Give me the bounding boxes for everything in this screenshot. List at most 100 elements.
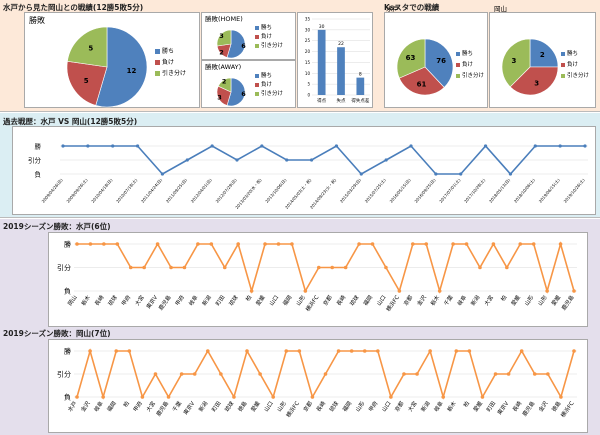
x-tick-label: 大宮: [482, 293, 495, 307]
data-point: [531, 242, 536, 246]
data-point: [464, 242, 469, 246]
data-point: [271, 395, 275, 399]
data-point: [505, 265, 509, 270]
x-tick-label: 2019/06/15(土): [537, 176, 561, 203]
y-tick-label: 引分: [57, 370, 71, 379]
data-point: [323, 372, 328, 376]
data-point: [209, 242, 214, 246]
data-point: [114, 349, 119, 353]
data-point: [179, 372, 184, 376]
x-tick-label: 鹿児島: [157, 293, 173, 312]
pie-slice-2: [398, 66, 445, 96]
top-section-title: 水戸から見た岡山との戦績(12勝5敗5分): [3, 3, 144, 12]
data-point: [290, 242, 294, 246]
x-tick-label: 2017/10/28(土): [462, 176, 486, 203]
x-tick-label: 琉球: [348, 293, 361, 307]
x-tick-label: 柏: [244, 294, 254, 303]
data-point: [478, 265, 482, 270]
x-tick-label: 山形: [294, 293, 307, 307]
x-tick-label: 2011/09/25(日): [165, 177, 189, 204]
x-tick-label: 琉球: [227, 293, 240, 307]
x-tick-label: 岐阜: [92, 399, 105, 413]
x-tick-label: 山口: [262, 400, 275, 414]
data-point: [362, 349, 367, 353]
x-tick-label: 鹿児島: [154, 399, 170, 418]
data-point: [532, 372, 537, 376]
data-point: [454, 349, 459, 353]
data-point: [493, 372, 498, 376]
pie-slice-3: [501, 38, 531, 88]
x-tick-label: 長崎: [93, 293, 106, 307]
pie-data-label: 2: [219, 49, 224, 57]
pie-data-label: 76: [436, 57, 446, 65]
y-tick-label: 0: [307, 93, 310, 98]
data-point: [437, 289, 442, 293]
y-tick-label: 25: [305, 38, 311, 43]
ks-okayama-pie-chart: 岡山 2 3 3 勝ち 負け 引き分け: [489, 4, 596, 108]
data-point: [424, 242, 429, 246]
x-tick-label: 2014/09/23(火・祝): [308, 176, 337, 209]
data-point: [357, 242, 361, 246]
data-point: [160, 172, 165, 176]
x-tick-label: 岐阜: [187, 293, 200, 307]
x-tick-label: 2010/07/18(土): [114, 176, 138, 203]
data-point: [140, 395, 145, 399]
data-point: [115, 242, 120, 246]
data-point: [245, 349, 249, 353]
x-tick-label: 2013/10/06(日): [264, 177, 288, 204]
x-tick-label: 2011/04/24(日): [140, 177, 164, 204]
data-point: [263, 242, 267, 246]
x-tick-label: 福岡: [105, 399, 118, 413]
x-tick-label: 2014/05/03(土・祝): [283, 176, 312, 209]
okayama-season-line-chart: 負引分勝水戸 金沢 岐阜 福岡柏甲府 大宮 鹿児島 千葉 東京V 新潟 町田 琉球 徳島 愛媛 山口 山形横…: [48, 339, 588, 433]
x-tick-label: 金沢: [415, 293, 428, 307]
data-point: [88, 349, 92, 353]
x-tick-label: 横浜FC: [284, 399, 301, 418]
x-tick-label: 大宮: [133, 293, 146, 307]
x-tick-label: 得点: [317, 97, 326, 104]
x-tick-label: 千葉: [442, 293, 455, 307]
x-tick-label: 長崎: [314, 399, 327, 413]
x-tick-label: 横浜FC: [304, 293, 321, 312]
data-point: [480, 395, 485, 399]
x-tick-label: 2016/05/15(日): [389, 177, 413, 204]
x-tick-label: 2019/10/26(土): [562, 176, 586, 203]
x-tick-label: 東京V: [495, 399, 510, 416]
data-point: [343, 265, 348, 270]
pie-title: 勝敗(HOME): [205, 14, 243, 23]
x-tick-label: 鹿児島: [520, 399, 536, 418]
x-tick-label: 山口: [267, 294, 280, 308]
legend-label: 引き分け: [261, 89, 284, 97]
data-point: [236, 242, 240, 246]
history-title: 過去戦歴：水戸 VS 岡山(12勝5敗5分): [3, 117, 138, 126]
data-point: [518, 242, 523, 246]
pie-data-label: 3: [217, 94, 222, 102]
pie-slice-1: [529, 38, 559, 68]
data-point: [88, 242, 93, 246]
data-point: [491, 242, 496, 246]
data-point: [559, 395, 563, 399]
x-tick-label: 新潟: [197, 399, 210, 413]
data-point: [128, 265, 133, 270]
x-tick-label: 新潟: [419, 399, 432, 413]
x-tick-label: 2015/03/29(日): [339, 177, 363, 204]
data-point: [219, 372, 223, 376]
legend-label: 勝ち: [462, 49, 473, 57]
data-point: [169, 265, 173, 270]
x-tick-label: 大宮: [144, 399, 157, 413]
x-tick-label: 2016/09/25(日): [413, 177, 437, 204]
data-point: [428, 349, 432, 353]
pie-data-label: 6: [241, 42, 246, 50]
data-point: [519, 349, 524, 353]
data-point: [276, 242, 281, 246]
data-point: [434, 172, 438, 176]
y-tick-label: 負: [35, 170, 42, 179]
overall-pie-chart: 勝敗 12 5 5 勝ち 負け 引き分け: [24, 12, 200, 108]
x-tick-label: 金沢: [79, 399, 92, 413]
pie-title: 勝敗: [29, 15, 45, 25]
pie-title: 水戸: [386, 4, 400, 13]
x-tick-label: 山形: [536, 293, 549, 307]
x-tick-label: 琉球: [327, 399, 340, 413]
